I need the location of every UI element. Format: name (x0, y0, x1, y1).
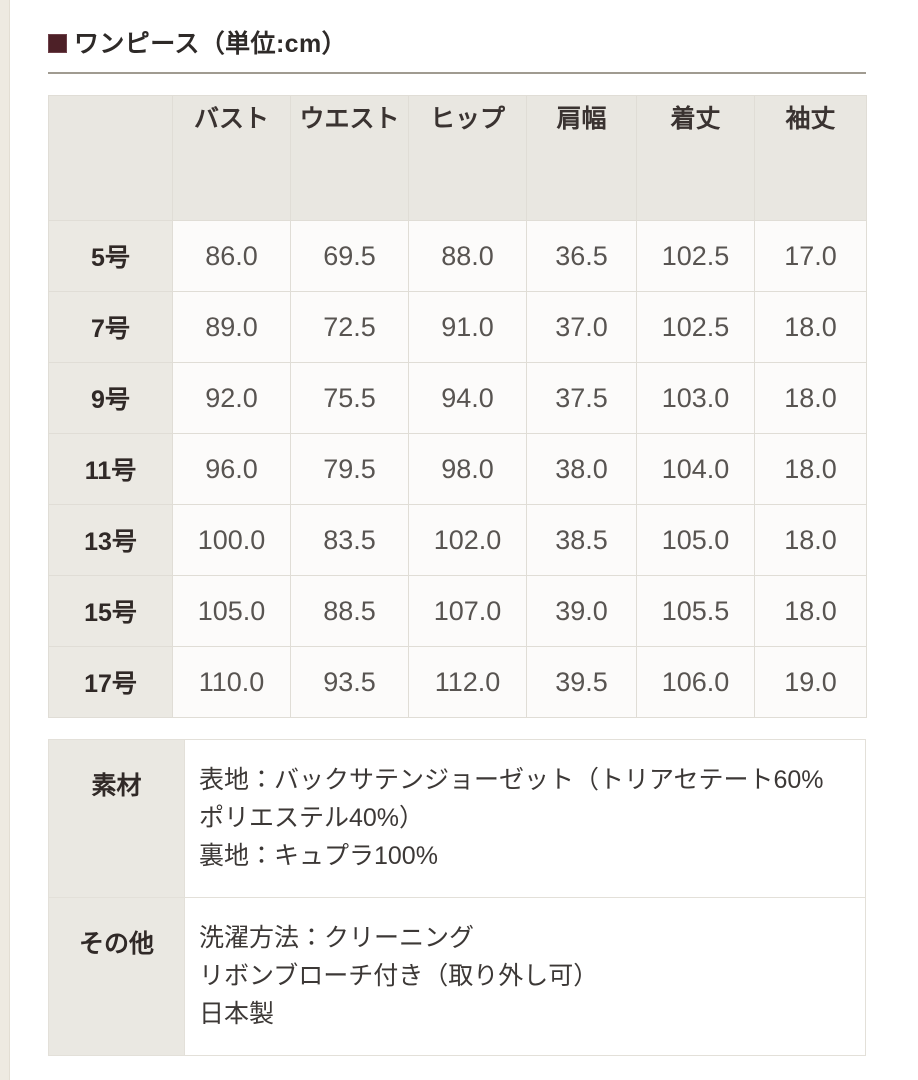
other-line-washing: 洗濯方法：クリーニング (199, 924, 475, 952)
row-header-size: 15号 (48, 575, 173, 647)
cell-shoulder: 39.5 (526, 646, 637, 718)
spec-value-material: 表地：バックサテンジョーゼット（トリアセテート60% ポリエステル40%） 裏地… (184, 739, 866, 898)
size-table-body: 5号 86.0 69.5 88.0 36.5 102.5 17.0 7号 89.… (48, 220, 867, 718)
cell-shoulder: 39.0 (526, 575, 637, 647)
size-table-header-row: バスト ウエスト ヒップ 肩幅 着丈 袖丈 (48, 95, 867, 221)
table-row: 7号 89.0 72.5 91.0 37.0 102.5 18.0 (48, 291, 867, 363)
other-line-origin: 日本製 (199, 1000, 275, 1028)
column-header-shoulder: 肩幅 (526, 95, 637, 221)
cell-length: 105.0 (636, 504, 755, 576)
cell-bust: 96.0 (172, 433, 291, 505)
material-line-lining: 裏地：キュプラ100% (199, 842, 438, 870)
size-table-corner-cell (48, 95, 173, 221)
cell-hip: 112.0 (408, 646, 527, 718)
filled-square-bullet-icon (48, 33, 67, 53)
table-row: 5号 86.0 69.5 88.0 36.5 102.5 17.0 (48, 220, 867, 292)
row-header-size: 13号 (48, 504, 173, 576)
row-header-size: 7号 (48, 291, 173, 363)
size-measurement-table: バスト ウエスト ヒップ 肩幅 着丈 袖丈 5号 86.0 69.5 88.0 … (48, 95, 867, 718)
column-header-hip: ヒップ (408, 95, 527, 221)
spec-label-material: 素材 (48, 739, 185, 898)
spec-table-body: 素材 表地：バックサテンジョーゼット（トリアセテート60% ポリエステル40%）… (48, 739, 866, 1056)
row-header-size: 11号 (48, 433, 173, 505)
row-header-size: 9号 (48, 362, 173, 434)
other-line-brooch: リボンブローチ付き（取り外し可） (199, 962, 599, 990)
cell-bust: 86.0 (172, 220, 291, 292)
cell-shoulder: 37.5 (526, 362, 637, 434)
cell-waist: 72.5 (290, 291, 409, 363)
cell-length: 105.5 (636, 575, 755, 647)
title-divider (48, 72, 866, 74)
cell-hip: 107.0 (408, 575, 527, 647)
size-table-head: バスト ウエスト ヒップ 肩幅 着丈 袖丈 (48, 95, 867, 221)
cell-waist: 69.5 (290, 220, 409, 292)
table-row: 9号 92.0 75.5 94.0 37.5 103.0 18.0 (48, 362, 867, 434)
cell-hip: 88.0 (408, 220, 527, 292)
cell-shoulder: 38.0 (526, 433, 637, 505)
cell-shoulder: 37.0 (526, 291, 637, 363)
cell-sleeve: 18.0 (754, 291, 867, 363)
table-row: 13号 100.0 83.5 102.0 38.5 105.0 18.0 (48, 504, 867, 576)
cell-bust: 92.0 (172, 362, 291, 434)
cell-hip: 94.0 (408, 362, 527, 434)
page-title: ワンピース（単位:cm） (74, 30, 348, 58)
cell-length: 106.0 (636, 646, 755, 718)
column-header-length: 着丈 (636, 95, 755, 221)
spec-page: ワンピース（単位:cm） バスト ウエスト ヒップ 肩幅 着丈 袖丈 (10, 0, 918, 1080)
cell-hip: 102.0 (408, 504, 527, 576)
cell-bust: 100.0 (172, 504, 291, 576)
cell-waist: 75.5 (290, 362, 409, 434)
cell-hip: 91.0 (408, 291, 527, 363)
tables-container: バスト ウエスト ヒップ 肩幅 着丈 袖丈 5号 86.0 69.5 88.0 … (10, 74, 918, 1056)
spec-row-material: 素材 表地：バックサテンジョーゼット（トリアセテート60% ポリエステル40%）… (48, 739, 866, 898)
cell-sleeve: 18.0 (754, 504, 867, 576)
spec-row-other: その他 洗濯方法：クリーニング リボンブローチ付き（取り外し可） 日本製 (48, 897, 866, 1056)
cell-waist: 79.5 (290, 433, 409, 505)
cell-hip: 98.0 (408, 433, 527, 505)
material-line-outer: 表地：バックサテンジョーゼット（トリアセテート60% ポリエステル40%） (199, 766, 849, 832)
row-header-size: 5号 (48, 220, 173, 292)
cell-sleeve: 18.0 (754, 575, 867, 647)
column-header-waist: ウエスト (290, 95, 409, 221)
column-header-bust: バスト (172, 95, 291, 221)
cell-length: 102.5 (636, 220, 755, 292)
page-left-edge-strip (0, 0, 10, 1080)
table-row: 15号 105.0 88.5 107.0 39.0 105.5 18.0 (48, 575, 867, 647)
cell-length: 103.0 (636, 362, 755, 434)
cell-shoulder: 36.5 (526, 220, 637, 292)
spec-value-other: 洗濯方法：クリーニング リボンブローチ付き（取り外し可） 日本製 (184, 897, 866, 1056)
column-header-sleeve: 袖丈 (754, 95, 867, 221)
section-title-block: ワンピース（単位:cm） (10, 0, 918, 74)
table-row: 17号 110.0 93.5 112.0 39.5 106.0 19.0 (48, 646, 867, 718)
cell-bust: 89.0 (172, 291, 291, 363)
cell-shoulder: 38.5 (526, 504, 637, 576)
table-row: 11号 96.0 79.5 98.0 38.0 104.0 18.0 (48, 433, 867, 505)
cell-waist: 83.5 (290, 504, 409, 576)
cell-length: 104.0 (636, 433, 755, 505)
section-title-row: ワンピース（単位:cm） (48, 24, 918, 60)
cell-bust: 105.0 (172, 575, 291, 647)
cell-sleeve: 17.0 (754, 220, 867, 292)
spec-label-other: その他 (48, 897, 185, 1056)
cell-sleeve: 18.0 (754, 433, 867, 505)
row-header-size: 17号 (48, 646, 173, 718)
product-spec-table: 素材 表地：バックサテンジョーゼット（トリアセテート60% ポリエステル40%）… (48, 739, 866, 1056)
cell-sleeve: 18.0 (754, 362, 867, 434)
cell-waist: 88.5 (290, 575, 409, 647)
cell-length: 102.5 (636, 291, 755, 363)
cell-bust: 110.0 (172, 646, 291, 718)
cell-waist: 93.5 (290, 646, 409, 718)
cell-sleeve: 19.0 (754, 646, 867, 718)
